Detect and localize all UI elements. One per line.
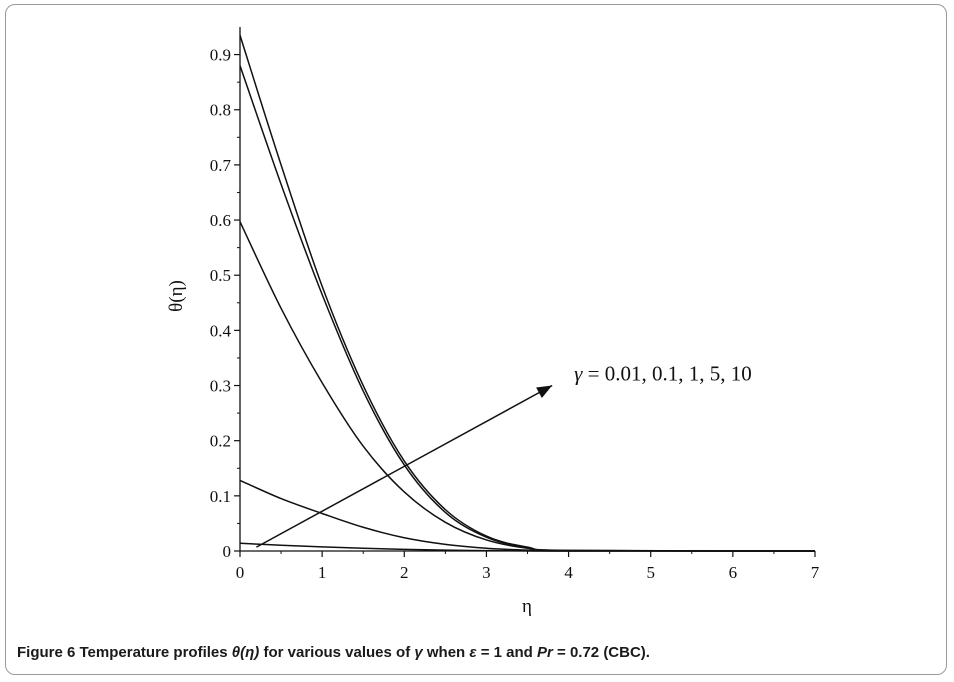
annotation-values: = 0.01, 0.1, 1, 5, 10: [582, 362, 751, 386]
y-tick-label: 0.5: [210, 266, 231, 285]
series-line-3: [239, 65, 816, 552]
chart: 0 0.1 0.2 0.3 0.4 0.5 0.6 0.7 0.8 0.9 0 1 2 3 4 5 6 7 γ =…: [166, 27, 820, 617]
figure-frame: [5, 4, 947, 675]
y-tick-label: 0.1: [210, 487, 231, 506]
x-tick-label: 5: [646, 563, 655, 582]
x-axis-title: η: [522, 596, 532, 617]
y-tick-label: 0.7: [210, 156, 232, 175]
y-tick-label: 0.8: [210, 101, 231, 120]
x-tick-label: 0: [236, 563, 245, 582]
series-line-2: [239, 221, 816, 552]
annotation-arrow-shaft: [256, 384, 553, 548]
curves: [239, 35, 816, 552]
caption-prefix: Figure 6 Temperature profiles: [17, 644, 232, 661]
x-tick-label: 2: [400, 563, 409, 582]
x-tick-label: 4: [564, 563, 573, 582]
series-line-1: [239, 479, 816, 552]
caption-mid2: when: [422, 644, 470, 661]
annotation-arrow-head: [536, 385, 553, 398]
annotation: γ = 0.01, 0.1, 1, 5, 10: [256, 362, 752, 548]
y-axis-title: θ(η): [166, 280, 187, 312]
x-tick-label: 6: [729, 563, 738, 582]
series-line-4: [239, 35, 816, 552]
caption-theta: θ(η): [231, 644, 260, 661]
caption-gamma: γ: [414, 644, 423, 661]
annotation-gamma: γ: [574, 362, 583, 386]
y-tick-label: 0.9: [210, 46, 231, 65]
caption-mid3: = 1 and: [476, 644, 538, 661]
caption-suffix: = 0.72 (CBC).: [552, 644, 650, 661]
y-tick-label: 0.4: [210, 321, 232, 340]
y-tick-label: 0.3: [210, 377, 231, 396]
axes: 0 0.1 0.2 0.3 0.4 0.5 0.6 0.7 0.8 0.9 0 1 2 3 4 5 6 7: [210, 27, 820, 582]
x-tick-label: 1: [318, 563, 327, 582]
y-tick-label: 0.6: [210, 211, 231, 230]
caption-mid1: for various values of: [259, 644, 415, 661]
annotation-label: γ = 0.01, 0.1, 1, 5, 10: [574, 362, 752, 386]
figure-caption: Figure 6 Temperature profiles θ(η) for v…: [17, 644, 937, 661]
y-tick-label: 0.2: [210, 432, 231, 451]
x-tick-label: 7: [811, 563, 820, 582]
y-tick-label: 0: [223, 542, 232, 561]
caption-eps: ε: [469, 644, 477, 661]
x-tick-label: 3: [482, 563, 491, 582]
caption-pr: Pr: [537, 644, 553, 661]
